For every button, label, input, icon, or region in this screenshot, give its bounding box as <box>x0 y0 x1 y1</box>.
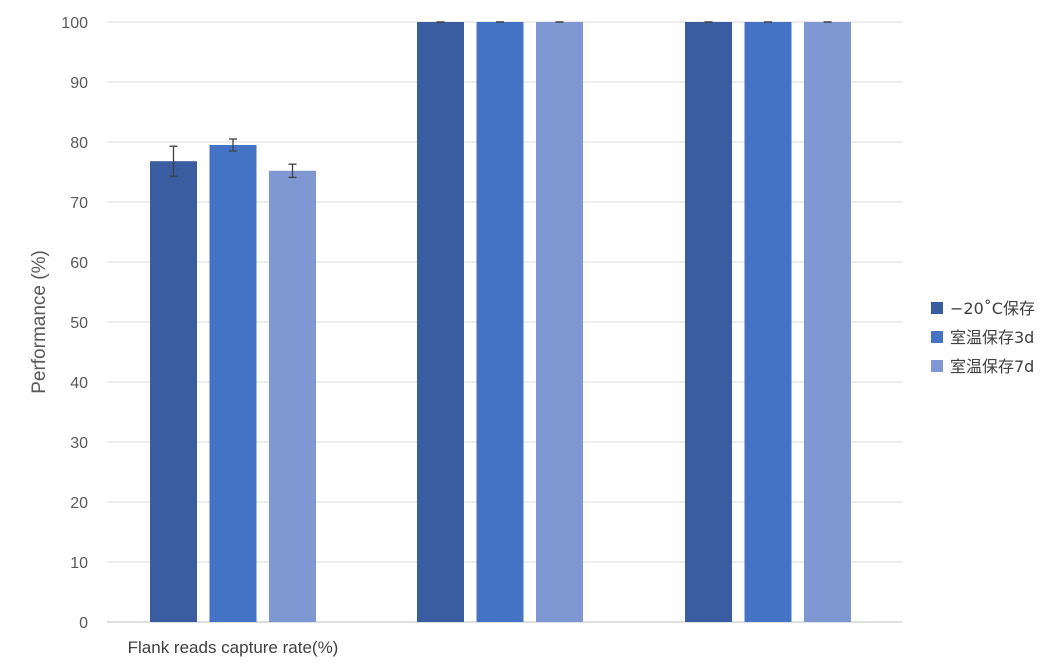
y-tick-label: 90 <box>70 75 88 92</box>
legend-item: −20˚C保存 <box>931 299 1035 318</box>
bar <box>685 22 732 622</box>
y-tick-label: 60 <box>70 255 88 272</box>
y-tick-label: 10 <box>70 555 88 572</box>
x-category-label: Flank reads capture rate(%) <box>128 638 339 657</box>
y-axis-ticks: 0 10 20 30 40 50 60 70 80 90 100 <box>61 15 88 632</box>
bar <box>269 170 316 623</box>
legend-item: 室温保存3d <box>931 328 1034 347</box>
bar <box>417 22 464 622</box>
legend-swatch <box>931 360 943 372</box>
error-bars <box>169 21 832 179</box>
legend-swatch <box>931 331 943 343</box>
bars <box>150 22 851 623</box>
legend-item: 室温保存7d <box>931 357 1034 376</box>
bar <box>744 22 792 622</box>
y-axis-title: Performance (%) <box>29 250 50 394</box>
bar <box>150 161 197 622</box>
y-tick-label: 20 <box>70 495 88 512</box>
legend-label: 室温保存7d <box>950 357 1034 376</box>
y-tick-label: 30 <box>70 435 88 452</box>
y-tick-label: 80 <box>70 135 88 152</box>
bar <box>209 145 257 622</box>
y-tick-label: 0 <box>79 615 88 632</box>
y-tick-label: 100 <box>61 15 88 32</box>
bar <box>804 22 851 622</box>
legend-label: −20˚C保存 <box>950 299 1035 318</box>
x-axis-category-labels: Flank reads capture rate(%) <box>128 638 339 657</box>
y-tick-label: 40 <box>70 375 88 392</box>
legend-label: 室温保存3d <box>950 328 1034 347</box>
y-tick-label: 70 <box>70 195 88 212</box>
bar <box>476 22 524 622</box>
bar <box>536 22 583 622</box>
legend-swatch <box>931 302 943 314</box>
y-tick-label: 50 <box>70 315 88 332</box>
